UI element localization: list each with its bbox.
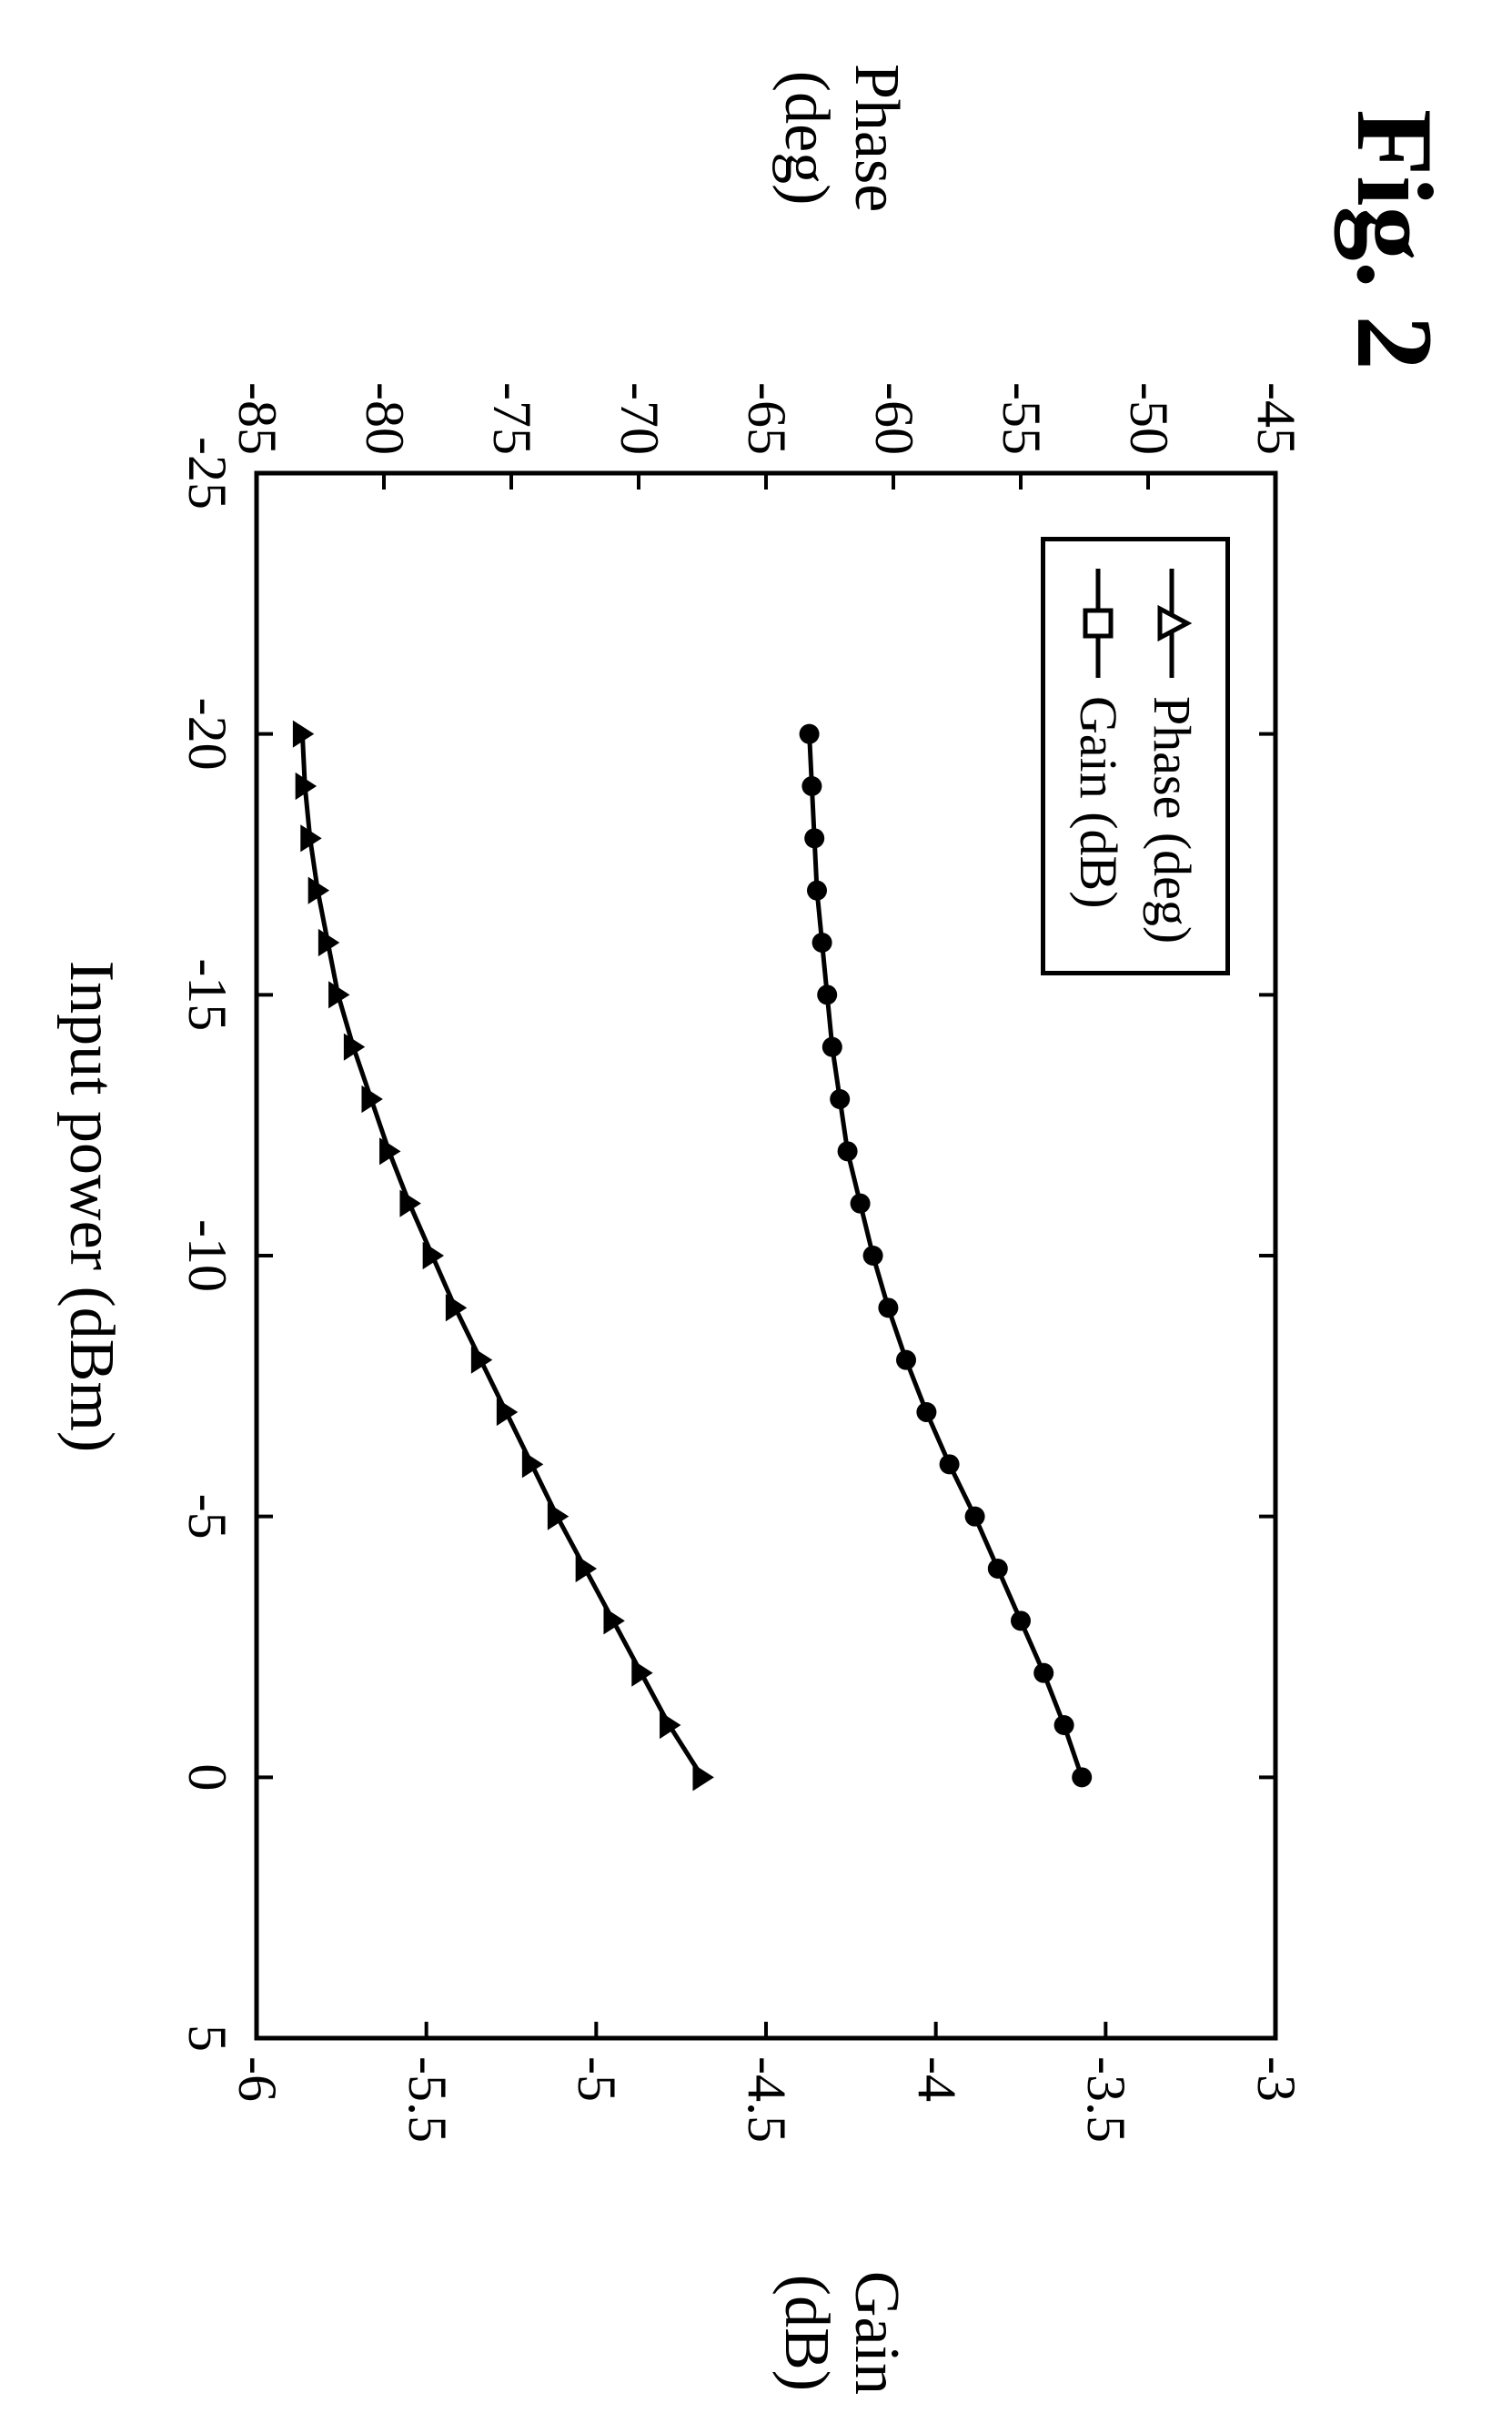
y-right-tick-label: -6 <box>226 2056 288 2102</box>
y-left-tick-label: -70 <box>608 382 670 455</box>
y-left-tick-label: -45 <box>1245 382 1307 455</box>
y-right-tick-label: -4 <box>905 2056 968 2102</box>
x-tick-label: -10 <box>176 1210 238 1301</box>
y-right-tick-label: -5 <box>565 2056 628 2102</box>
y-right-tick-label: -3 <box>1245 2056 1307 2102</box>
y-left-tick-label: -50 <box>1117 382 1180 455</box>
legend-marker-square-icon <box>1075 569 1121 678</box>
y-left-tick-label: -65 <box>735 382 798 455</box>
y-left-tick-label: -60 <box>862 382 925 455</box>
chart-legend: Phase (deg) Gain (dB) <box>1041 537 1230 975</box>
x-tick-label: 0 <box>176 1732 238 1822</box>
x-tick-label: -5 <box>176 1471 238 1562</box>
y-left-tick-label: -55 <box>990 382 1053 455</box>
y-left-tick-label: -85 <box>226 382 288 455</box>
legend-entry-phase: Phase (deg) <box>1135 569 1209 944</box>
legend-entry-gain-label: Gain (dB) <box>1062 696 1135 909</box>
legend-entry-gain: Gain (dB) <box>1062 569 1135 944</box>
y-left-tick-label: -80 <box>353 382 416 455</box>
y-right-tick-label: -4.5 <box>735 2056 798 2143</box>
y-left-tick-label: -75 <box>480 382 543 455</box>
y-right-tick-label: -5.5 <box>396 2056 459 2143</box>
y-right-tick-label: -3.5 <box>1074 2056 1137 2143</box>
x-tick-label: -15 <box>176 949 238 1040</box>
legend-marker-triangle-icon <box>1149 569 1194 678</box>
legend-entry-phase-label: Phase (deg) <box>1135 696 1209 944</box>
x-tick-label: -20 <box>176 689 238 780</box>
